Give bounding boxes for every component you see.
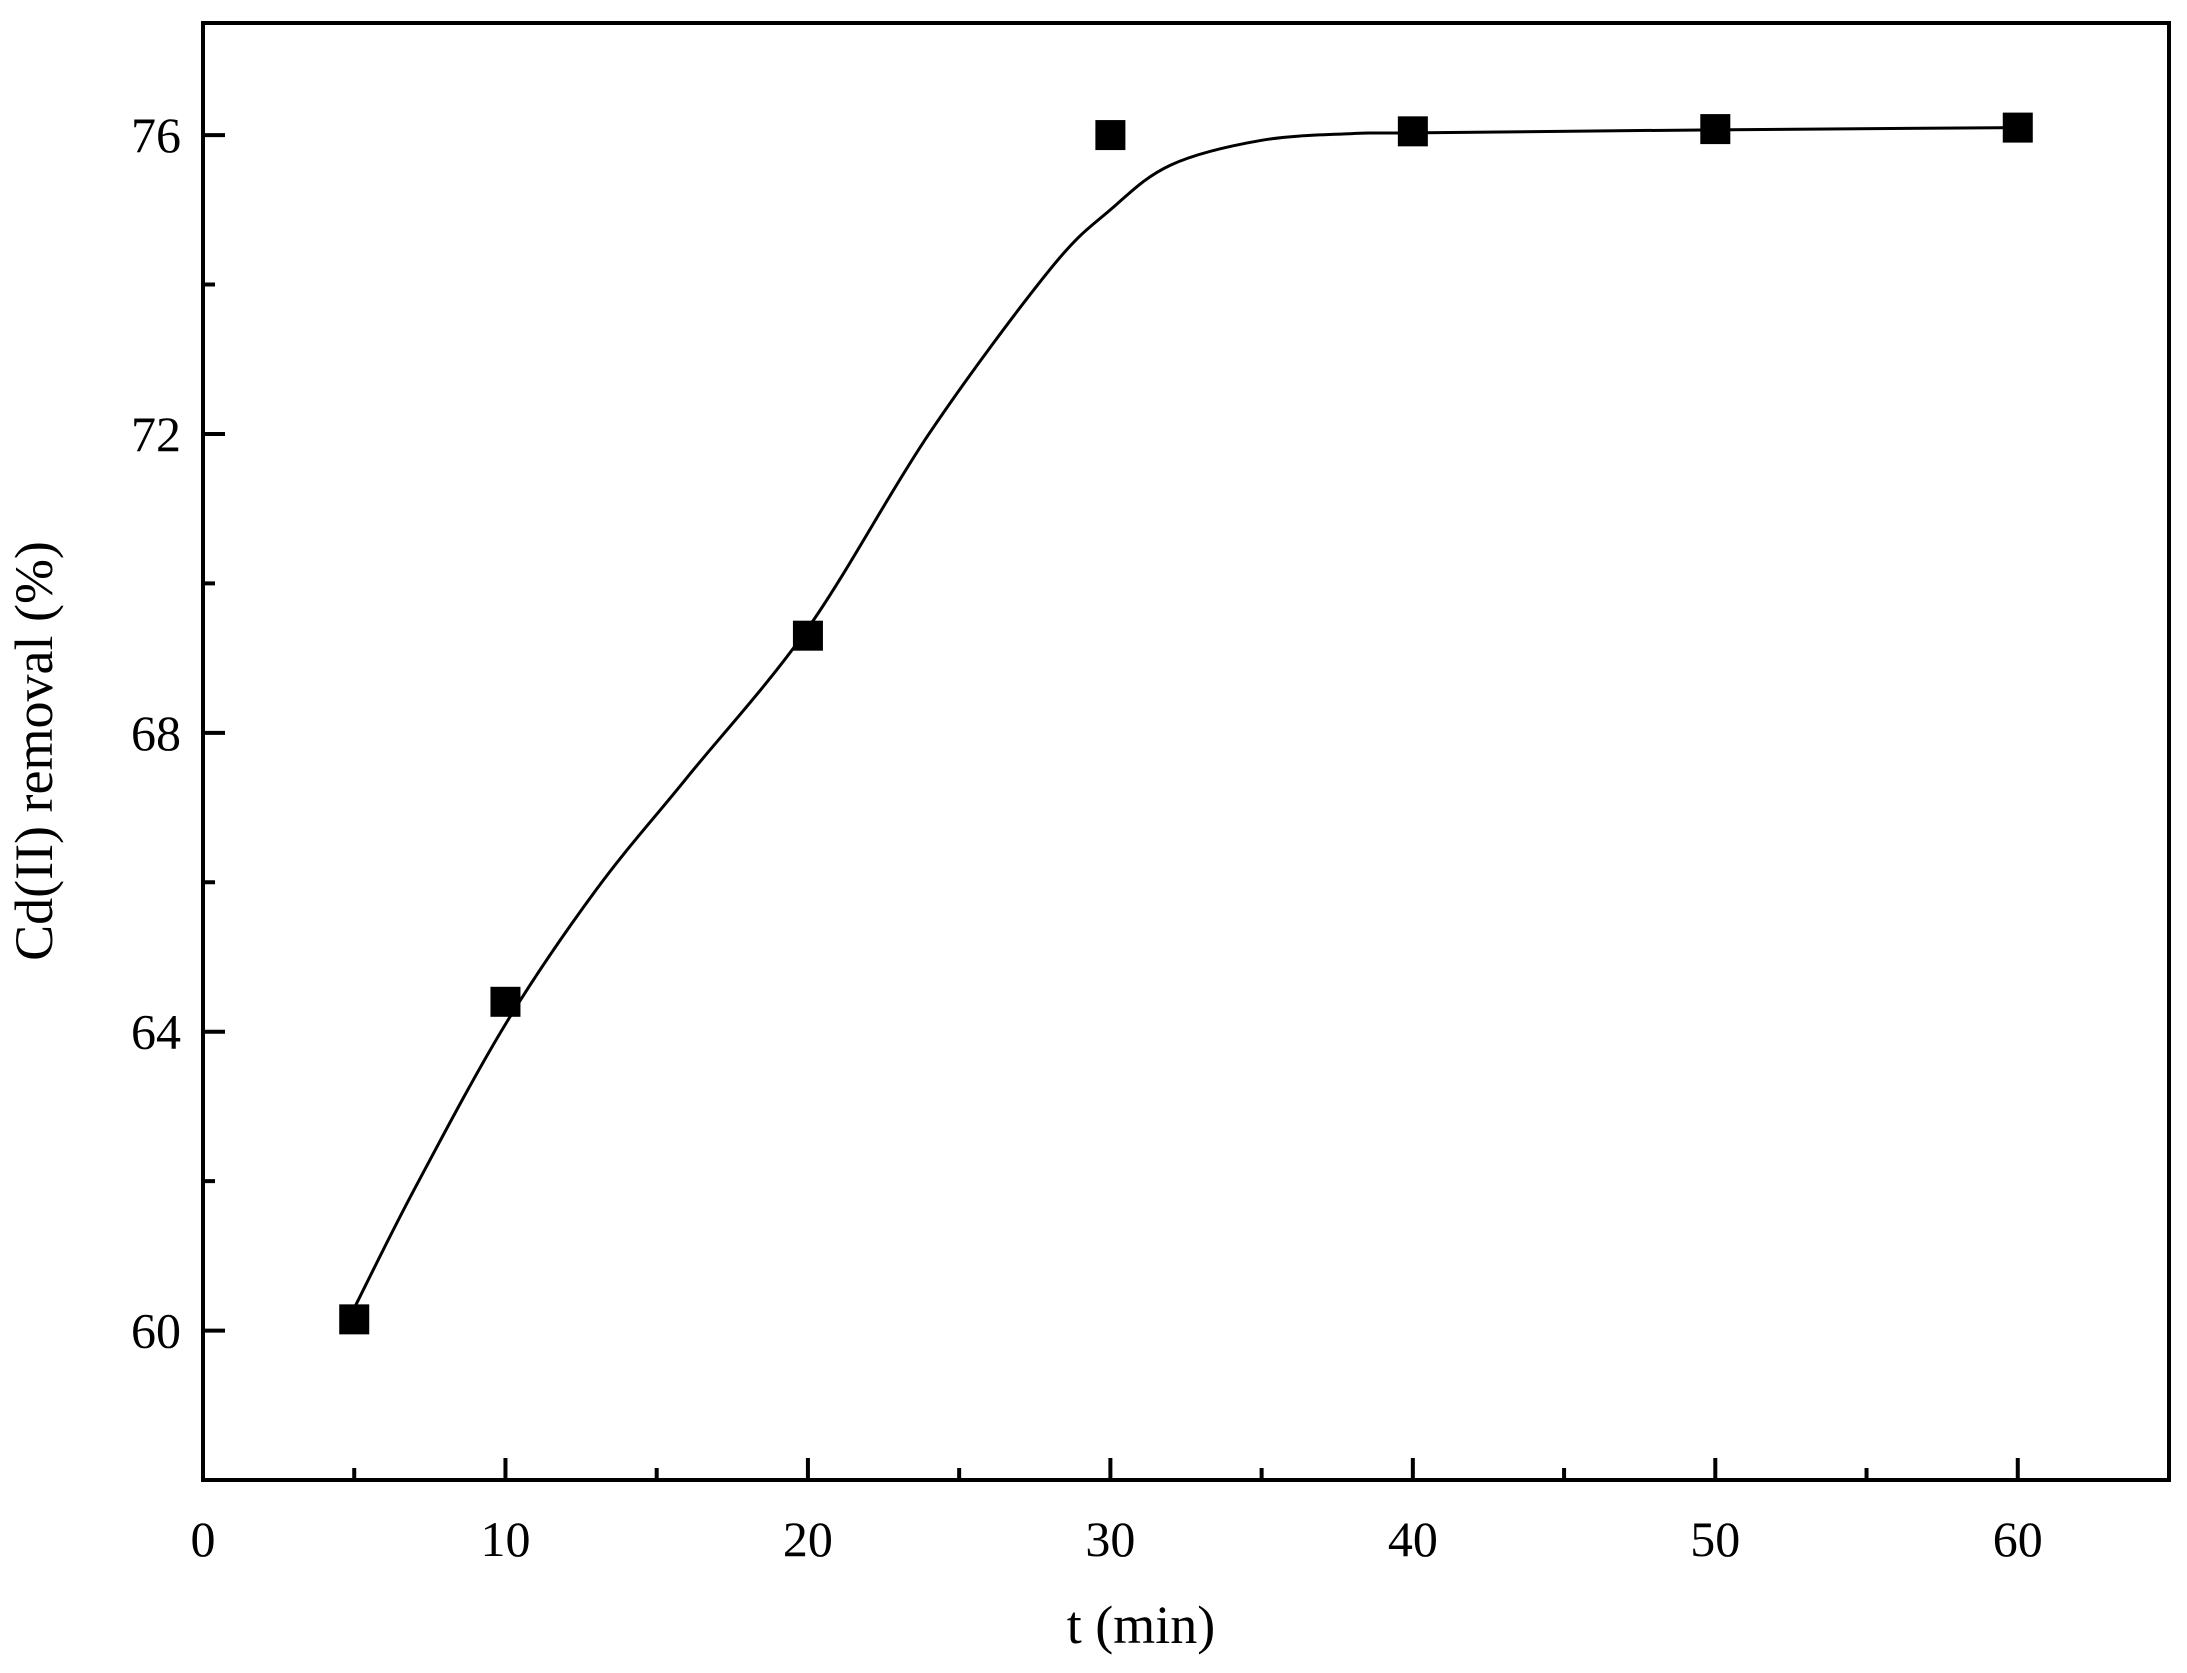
data-point-marker — [1397, 116, 1428, 147]
fit-curve-line — [352, 126, 2018, 1309]
x-axis-ticks: 0 10 20 30 40 50 60 — [191, 1458, 2171, 1567]
plot-frame — [201, 21, 2171, 1482]
y-tick-label: 64 — [131, 1004, 181, 1060]
data-point-marker — [1700, 114, 1731, 145]
x-tick-label: 10 — [480, 1511, 530, 1567]
y-axis-title: Cd(II) removal (%) — [4, 541, 64, 961]
y-tick-label: 72 — [131, 406, 181, 462]
fit-curve-layer — [352, 126, 2018, 1309]
x-tick-label: 50 — [1690, 1511, 1740, 1567]
x-tick-label: 60 — [1993, 1511, 2043, 1567]
y-tick-label: 68 — [131, 705, 181, 761]
x-tick-label: 0 — [191, 1511, 216, 1567]
data-point-marker — [792, 620, 823, 651]
y-tick-label: 60 — [131, 1303, 181, 1359]
x-tick-label: 20 — [783, 1511, 833, 1567]
data-point-marker — [490, 986, 521, 1017]
x-tick-label: 40 — [1388, 1511, 1438, 1567]
data-point-marker — [2002, 112, 2033, 143]
x-axis-title: t (min) — [1067, 1595, 1215, 1655]
data-point-marker — [1095, 120, 1126, 151]
y-axis-ticks: 60 64 68 72 76 — [131, 107, 225, 1359]
data-point-marker — [339, 1304, 370, 1335]
data-points-layer — [339, 112, 2033, 1335]
x-tick-label: 30 — [1085, 1511, 1135, 1567]
y-tick-label: 76 — [131, 107, 181, 163]
